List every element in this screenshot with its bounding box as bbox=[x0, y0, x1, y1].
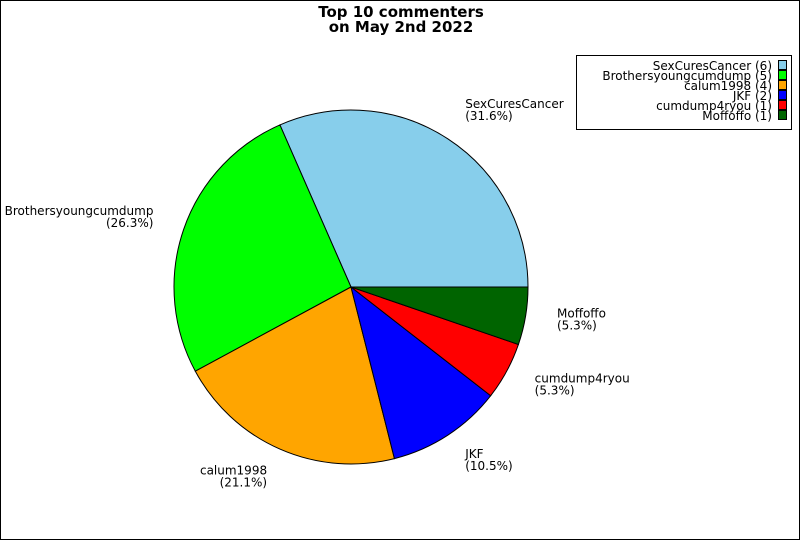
slice-percent-label: (21.1%) bbox=[220, 475, 267, 489]
legend-entry: SexCuresCancer (6) bbox=[653, 59, 772, 73]
legend-swatch bbox=[778, 70, 787, 80]
legend-entry: Brothersyoungcumdump (5) bbox=[602, 69, 772, 83]
slice-percent-label: (5.3%) bbox=[535, 383, 575, 397]
pie-slice-SexCuresCancer bbox=[279, 109, 529, 288]
slice-label: Brothersyoungcumdump bbox=[5, 204, 154, 218]
legend-entry: JKF (2) bbox=[732, 89, 772, 103]
legend-entry: cumdump4ryou (1) bbox=[656, 99, 772, 113]
slice-percent-label: (10.5%) bbox=[465, 459, 512, 473]
slice-label: SexCuresCancer bbox=[465, 97, 563, 111]
legend-swatch bbox=[778, 60, 787, 70]
chart-title-line-2: on May 2nd 2022 bbox=[329, 18, 474, 36]
slice-percent-label: (5.3%) bbox=[557, 318, 597, 332]
legend-swatch bbox=[778, 80, 787, 90]
pie-slice-JKF bbox=[350, 285, 492, 460]
legend-entry: Moffoffo (1) bbox=[702, 109, 772, 123]
chart-title-line-1: Top 10 commenters bbox=[318, 3, 484, 21]
slice-label: Moffoffo bbox=[557, 306, 606, 320]
pie-slice-Brothersyoungcumdump bbox=[173, 124, 352, 372]
pie-slice-calum1998 bbox=[194, 286, 396, 465]
slice-label: cumdump4ryou bbox=[535, 371, 630, 385]
slice-percent-label: (31.6%) bbox=[465, 109, 512, 123]
legend-entry: calum1998 (4) bbox=[684, 79, 772, 93]
slice-percent-label: (26.3%) bbox=[106, 216, 153, 230]
legend-swatch bbox=[778, 90, 787, 100]
slice-label: calum1998 bbox=[200, 463, 267, 477]
legend: SexCuresCancer (6)Brothersyoungcumdump (… bbox=[576, 55, 792, 130]
legend-swatch bbox=[778, 110, 787, 120]
legend-swatch bbox=[778, 100, 787, 110]
legend-box bbox=[576, 55, 792, 130]
slice-label: JKF bbox=[464, 447, 483, 461]
pie-slice-Moffoffo bbox=[350, 286, 529, 346]
